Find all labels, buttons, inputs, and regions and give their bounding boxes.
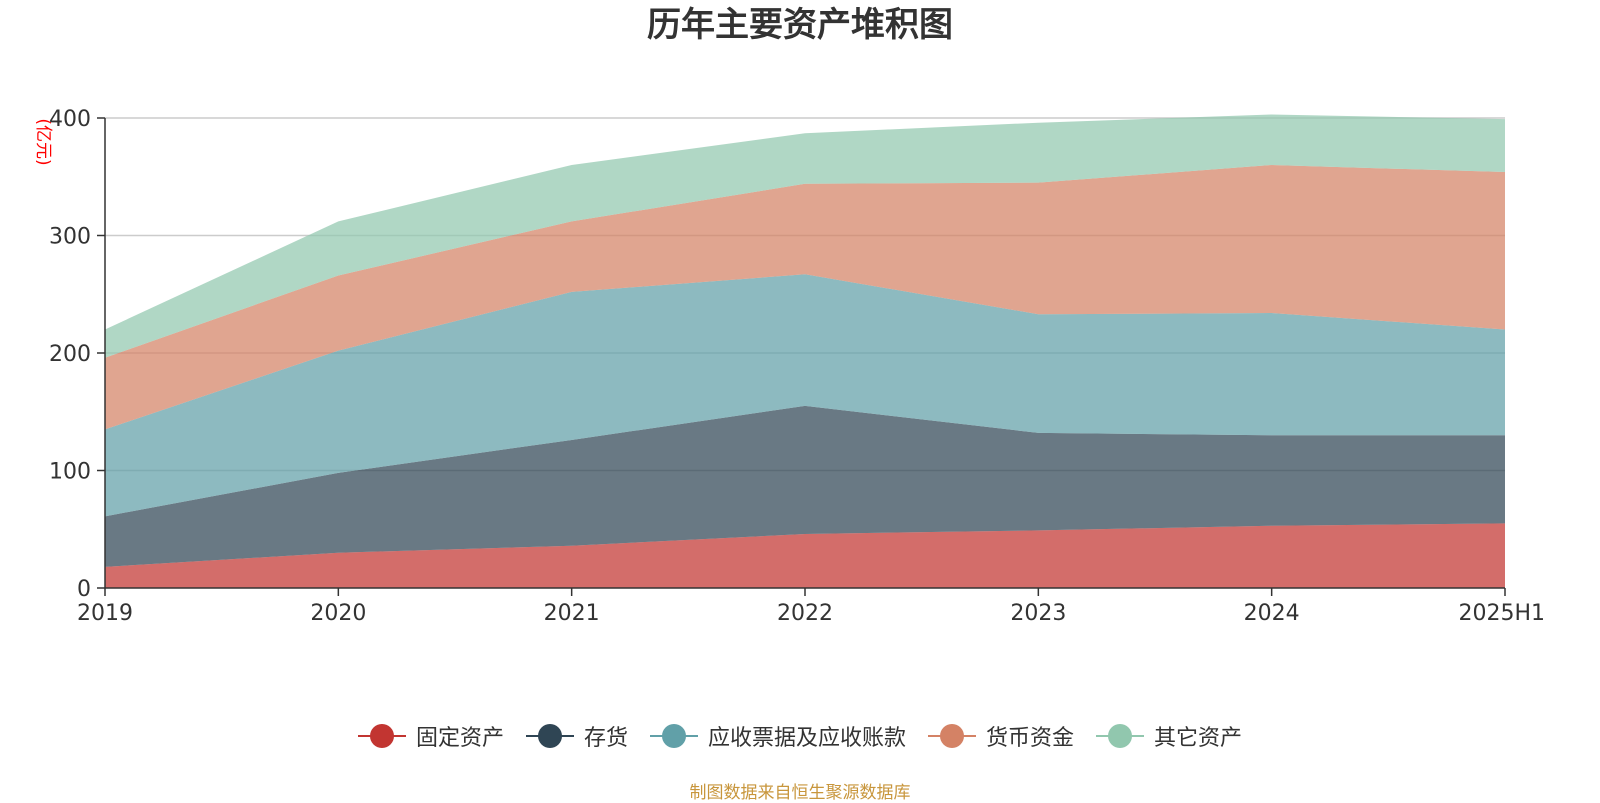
x-tick-label: 2022 [777, 601, 833, 626]
area-series-2[interactable] [105, 405, 1505, 567]
area-series-1[interactable] [105, 523, 1505, 588]
x-tick-label: 2020 [310, 601, 366, 626]
y-axis-label: (亿元) [33, 118, 53, 165]
legend-item-5[interactable]: 其它资产 [1096, 720, 1242, 752]
x-tick-label: 2024 [1244, 601, 1300, 626]
y-tick-label: 100 [49, 460, 91, 485]
x-tick-label: 2023 [1010, 601, 1066, 626]
chart-title: 历年主要资产堆积图 [647, 5, 953, 45]
legend-label: 存货 [583, 726, 628, 751]
legend-label: 其它资产 [1154, 726, 1243, 751]
legend-label: 货币资金 [986, 726, 1075, 751]
y-tick-label: 200 [49, 342, 91, 367]
legend-marker-icon [928, 723, 976, 749]
x-tick-label: 2025H1 [1458, 601, 1545, 626]
x-tick-label: 2019 [77, 601, 133, 626]
axes: 0 100 200 300 400 2019 2020 2021 2022 2023 2024 202… [49, 107, 1545, 626]
legend: 固定资产 存货 应收票据及应收账款 货币资金 其它资产 [0, 718, 1600, 754]
legend-item-4[interactable]: 货币资金 [928, 720, 1074, 752]
source-note: 制图数据来自恒生聚源数据库 [689, 783, 911, 803]
legend-item-2[interactable]: 存货 [525, 720, 628, 752]
x-tick-label: 2021 [544, 601, 600, 626]
area-series-5[interactable] [105, 114, 1505, 358]
legend-item-1[interactable]: 固定资产 [357, 720, 504, 752]
area-series-4[interactable] [105, 165, 1505, 430]
y-tick-label: 300 [49, 225, 91, 250]
legend-marker-icon [1096, 723, 1145, 749]
area-series-3[interactable] [105, 274, 1505, 517]
legend-marker-icon [525, 723, 574, 749]
legend-label: 应收票据及应收账款 [707, 726, 906, 751]
legend-item-3[interactable]: 应收票据及应收账款 [649, 720, 906, 752]
y-tick-label: 400 [49, 107, 91, 132]
legend-marker-icon [649, 723, 698, 749]
legend-label: 固定资产 [415, 726, 504, 751]
y-tick-label: 0 [77, 577, 91, 602]
legend-marker-icon [357, 723, 406, 749]
area-series [105, 114, 1505, 588]
